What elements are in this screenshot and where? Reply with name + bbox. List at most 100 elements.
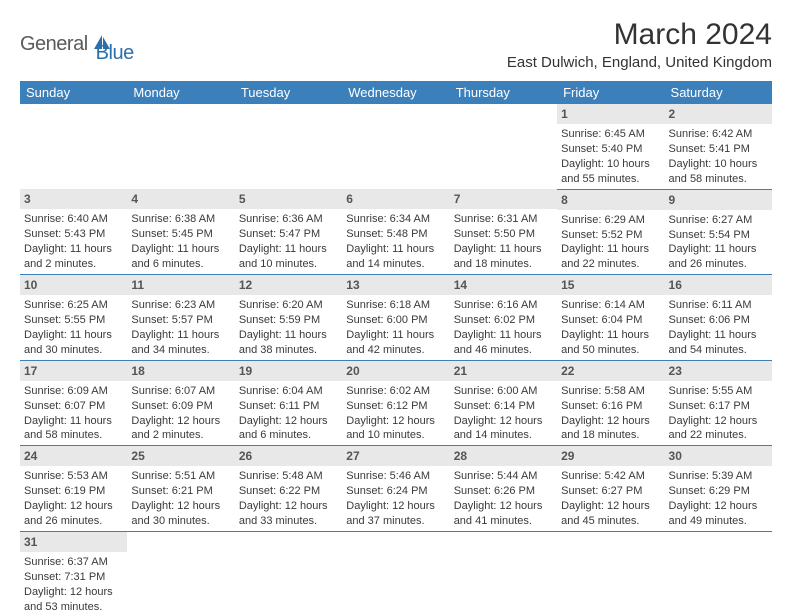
weekday-header: Wednesday — [342, 81, 449, 104]
daylight-text: Daylight: 12 hours and 45 minutes. — [561, 499, 660, 529]
calendar-cell — [127, 531, 234, 616]
calendar-cell: 13Sunrise: 6:18 AMSunset: 6:00 PMDayligh… — [342, 275, 449, 361]
daylight-text: Daylight: 11 hours and 14 minutes. — [346, 242, 445, 272]
day-content: Sunrise: 5:58 AMSunset: 6:16 PMDaylight:… — [557, 381, 664, 445]
calendar-cell: 30Sunrise: 5:39 AMSunset: 6:29 PMDayligh… — [665, 446, 772, 532]
calendar-cell: 14Sunrise: 6:16 AMSunset: 6:02 PMDayligh… — [450, 275, 557, 361]
calendar-cell: 4Sunrise: 6:38 AMSunset: 5:45 PMDaylight… — [127, 189, 234, 275]
day-content: Sunrise: 6:02 AMSunset: 6:12 PMDaylight:… — [342, 381, 449, 445]
sunrise-text: Sunrise: 6:31 AM — [454, 212, 553, 227]
calendar-cell: 19Sunrise: 6:04 AMSunset: 6:11 PMDayligh… — [235, 360, 342, 446]
weekday-header: Monday — [127, 81, 234, 104]
calendar-cell: 11Sunrise: 6:23 AMSunset: 5:57 PMDayligh… — [127, 275, 234, 361]
day-number: 4 — [127, 189, 234, 209]
sunset-text: Sunset: 6:09 PM — [131, 399, 230, 414]
calendar-cell — [127, 104, 234, 189]
sunset-text: Sunset: 6:27 PM — [561, 484, 660, 499]
day-content: Sunrise: 6:42 AMSunset: 5:41 PMDaylight:… — [665, 124, 772, 188]
day-number: 9 — [665, 190, 772, 210]
day-number: 11 — [127, 275, 234, 295]
day-number: 30 — [665, 446, 772, 466]
calendar-cell: 15Sunrise: 6:14 AMSunset: 6:04 PMDayligh… — [557, 275, 664, 361]
day-number: 3 — [20, 189, 127, 209]
daylight-text: Daylight: 12 hours and 37 minutes. — [346, 499, 445, 529]
calendar-cell: 10Sunrise: 6:25 AMSunset: 5:55 PMDayligh… — [20, 275, 127, 361]
daylight-text: Daylight: 12 hours and 41 minutes. — [454, 499, 553, 529]
daylight-text: Daylight: 11 hours and 50 minutes. — [561, 328, 660, 358]
daylight-text: Daylight: 11 hours and 54 minutes. — [669, 328, 768, 358]
calendar-cell: 29Sunrise: 5:42 AMSunset: 6:27 PMDayligh… — [557, 446, 664, 532]
month-title: March 2024 — [507, 18, 772, 52]
title-block: March 2024 East Dulwich, England, United… — [507, 18, 772, 71]
sunset-text: Sunset: 5:55 PM — [24, 313, 123, 328]
day-number: 1 — [557, 104, 664, 124]
sunrise-text: Sunrise: 6:02 AM — [346, 384, 445, 399]
calendar-cell: 25Sunrise: 5:51 AMSunset: 6:21 PMDayligh… — [127, 446, 234, 532]
sunrise-text: Sunrise: 6:25 AM — [24, 298, 123, 313]
calendar-cell: 20Sunrise: 6:02 AMSunset: 6:12 PMDayligh… — [342, 360, 449, 446]
day-content: Sunrise: 6:31 AMSunset: 5:50 PMDaylight:… — [450, 209, 557, 273]
sunrise-text: Sunrise: 6:42 AM — [669, 127, 768, 142]
calendar-week-row: 31Sunrise: 6:37 AMSunset: 7:31 PMDayligh… — [20, 531, 772, 616]
day-content: Sunrise: 5:46 AMSunset: 6:24 PMDaylight:… — [342, 466, 449, 530]
day-content: Sunrise: 6:07 AMSunset: 6:09 PMDaylight:… — [127, 381, 234, 445]
day-content: Sunrise: 5:51 AMSunset: 6:21 PMDaylight:… — [127, 466, 234, 530]
sunrise-text: Sunrise: 6:11 AM — [669, 298, 768, 313]
sunrise-text: Sunrise: 6:16 AM — [454, 298, 553, 313]
daylight-text: Daylight: 11 hours and 58 minutes. — [24, 414, 123, 444]
day-content: Sunrise: 6:40 AMSunset: 5:43 PMDaylight:… — [20, 209, 127, 273]
sunset-text: Sunset: 5:40 PM — [561, 142, 660, 157]
calendar-cell: 9Sunrise: 6:27 AMSunset: 5:54 PMDaylight… — [665, 189, 772, 275]
day-content: Sunrise: 6:25 AMSunset: 5:55 PMDaylight:… — [20, 295, 127, 359]
day-content: Sunrise: 6:38 AMSunset: 5:45 PMDaylight:… — [127, 209, 234, 273]
sunrise-text: Sunrise: 6:14 AM — [561, 298, 660, 313]
calendar-cell: 1Sunrise: 6:45 AMSunset: 5:40 PMDaylight… — [557, 104, 664, 189]
calendar-cell: 31Sunrise: 6:37 AMSunset: 7:31 PMDayligh… — [20, 531, 127, 616]
sunrise-text: Sunrise: 5:48 AM — [239, 469, 338, 484]
daylight-text: Daylight: 12 hours and 33 minutes. — [239, 499, 338, 529]
day-content: Sunrise: 6:34 AMSunset: 5:48 PMDaylight:… — [342, 209, 449, 273]
calendar-cell — [342, 104, 449, 189]
daylight-text: Daylight: 12 hours and 22 minutes. — [669, 414, 768, 444]
sunset-text: Sunset: 5:50 PM — [454, 227, 553, 242]
calendar-week-row: 3Sunrise: 6:40 AMSunset: 5:43 PMDaylight… — [20, 189, 772, 275]
sunrise-text: Sunrise: 5:51 AM — [131, 469, 230, 484]
sunset-text: Sunset: 7:31 PM — [24, 570, 123, 585]
day-content: Sunrise: 5:55 AMSunset: 6:17 PMDaylight:… — [665, 381, 772, 445]
calendar-cell: 27Sunrise: 5:46 AMSunset: 6:24 PMDayligh… — [342, 446, 449, 532]
daylight-text: Daylight: 12 hours and 10 minutes. — [346, 414, 445, 444]
daylight-text: Daylight: 11 hours and 30 minutes. — [24, 328, 123, 358]
sunrise-text: Sunrise: 6:23 AM — [131, 298, 230, 313]
day-number: 23 — [665, 361, 772, 381]
day-number: 19 — [235, 361, 342, 381]
sunset-text: Sunset: 5:54 PM — [669, 228, 768, 243]
sunset-text: Sunset: 6:02 PM — [454, 313, 553, 328]
day-number: 2 — [665, 104, 772, 124]
sunrise-text: Sunrise: 5:58 AM — [561, 384, 660, 399]
day-number: 31 — [20, 532, 127, 552]
sunrise-text: Sunrise: 6:38 AM — [131, 212, 230, 227]
day-content: Sunrise: 6:37 AMSunset: 7:31 PMDaylight:… — [20, 552, 127, 616]
calendar-cell — [450, 104, 557, 189]
sunrise-text: Sunrise: 5:42 AM — [561, 469, 660, 484]
calendar-cell: 16Sunrise: 6:11 AMSunset: 6:06 PMDayligh… — [665, 275, 772, 361]
sunrise-text: Sunrise: 6:20 AM — [239, 298, 338, 313]
day-number: 24 — [20, 446, 127, 466]
daylight-text: Daylight: 11 hours and 34 minutes. — [131, 328, 230, 358]
sunrise-text: Sunrise: 6:04 AM — [239, 384, 338, 399]
calendar-week-row: 17Sunrise: 6:09 AMSunset: 6:07 PMDayligh… — [20, 360, 772, 446]
day-content: Sunrise: 5:53 AMSunset: 6:19 PMDaylight:… — [20, 466, 127, 530]
logo-text-general: General — [20, 33, 88, 56]
day-number: 5 — [235, 189, 342, 209]
day-number: 16 — [665, 275, 772, 295]
sunset-text: Sunset: 5:41 PM — [669, 142, 768, 157]
calendar-cell: 6Sunrise: 6:34 AMSunset: 5:48 PMDaylight… — [342, 189, 449, 275]
daylight-text: Daylight: 12 hours and 53 minutes. — [24, 585, 123, 615]
daylight-text: Daylight: 12 hours and 6 minutes. — [239, 414, 338, 444]
calendar-cell — [20, 104, 127, 189]
daylight-text: Daylight: 11 hours and 46 minutes. — [454, 328, 553, 358]
day-content: Sunrise: 5:39 AMSunset: 6:29 PMDaylight:… — [665, 466, 772, 530]
sunset-text: Sunset: 6:17 PM — [669, 399, 768, 414]
day-content: Sunrise: 5:42 AMSunset: 6:27 PMDaylight:… — [557, 466, 664, 530]
day-content: Sunrise: 6:00 AMSunset: 6:14 PMDaylight:… — [450, 381, 557, 445]
